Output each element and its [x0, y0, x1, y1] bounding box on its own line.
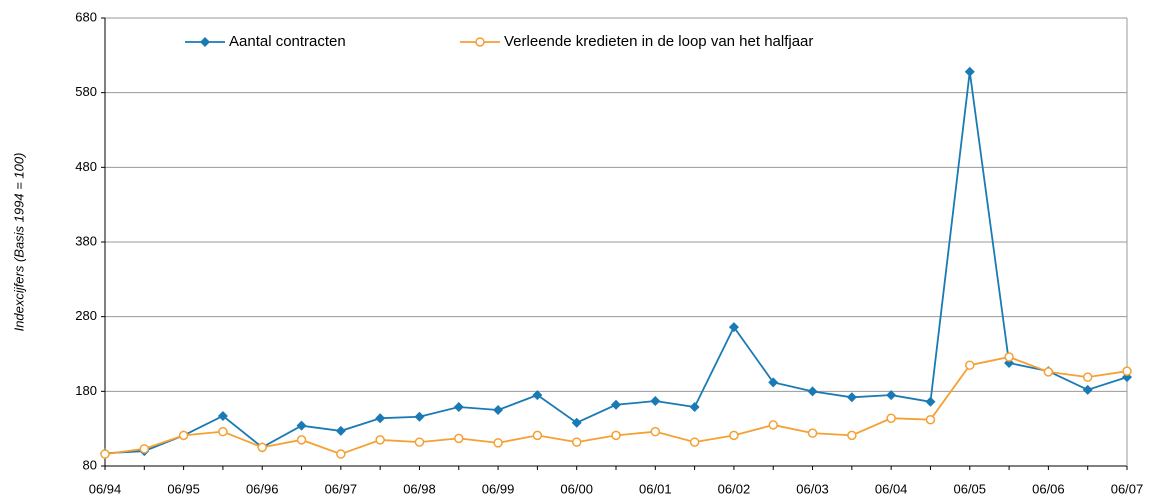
x-tick-label: 06/95 [167, 481, 200, 496]
y-tick-label: 380 [75, 233, 97, 248]
y-tick-label: 480 [75, 159, 97, 174]
data-point [375, 435, 385, 445]
x-tick-label: 06/01 [639, 481, 672, 496]
x-tick-label: 06/04 [875, 481, 908, 496]
data-point [493, 438, 503, 448]
data-point [1082, 384, 1093, 395]
data-point [847, 430, 857, 441]
x-tick-label: 06/96 [246, 481, 279, 496]
data-point [257, 442, 267, 453]
data-point [768, 377, 779, 388]
data-point [493, 405, 504, 415]
data-point [768, 420, 778, 430]
data-point [807, 428, 818, 438]
data-point [296, 435, 307, 445]
data-point [925, 414, 936, 425]
data-point [532, 430, 543, 441]
x-tick-label: 06/99 [482, 481, 515, 496]
data-point [1004, 352, 1014, 362]
y-tick-label: 680 [75, 9, 97, 24]
data-point [965, 360, 975, 370]
y-tick-label: 580 [75, 84, 97, 99]
data-point [454, 433, 464, 444]
legend-marker [475, 37, 485, 47]
data-point [925, 396, 936, 407]
data-point [886, 413, 896, 423]
data-point [1122, 366, 1132, 376]
data-point [611, 430, 621, 441]
series-line [104, 71, 1128, 455]
data-point [100, 449, 110, 459]
x-tick-label: 06/06 [1032, 481, 1065, 496]
data-point [1043, 367, 1054, 377]
data-point [336, 449, 346, 459]
data-point [414, 437, 425, 447]
legend-label: Verleende kredieten in de loop van het h… [504, 33, 813, 50]
data-point [571, 417, 582, 428]
data-point [414, 411, 425, 422]
data-point [375, 413, 386, 424]
data-point [650, 426, 661, 437]
data-point [296, 420, 307, 431]
data-point [335, 425, 346, 436]
data-point [689, 437, 700, 447]
x-tick-label: 06/03 [796, 481, 829, 496]
x-tick-label: 06/98 [403, 481, 436, 496]
y-axis-label: Indexcijfers (Basis 1994 = 100) [11, 153, 26, 332]
legend-label: Aantal contracten [229, 33, 346, 50]
data-point [689, 402, 700, 413]
data-point [650, 396, 661, 407]
x-tick-label: 06/02 [718, 481, 751, 496]
data-point [218, 426, 228, 437]
x-tick-label: 06/97 [325, 481, 358, 496]
y-tick-label: 80 [83, 457, 97, 472]
legend-marker [200, 37, 210, 47]
data-point [1082, 372, 1093, 382]
x-tick-label: 06/05 [953, 481, 986, 496]
data-point [139, 444, 150, 454]
y-tick-label: 180 [75, 383, 97, 398]
data-point [217, 410, 228, 421]
data-point [532, 390, 543, 401]
x-tick-label: 06/94 [89, 481, 122, 496]
data-point [964, 66, 975, 77]
data-point [178, 430, 189, 441]
data-point [571, 437, 582, 447]
data-point [846, 392, 857, 403]
data-point [729, 430, 739, 441]
x-tick-label: 06/07 [1111, 481, 1144, 496]
x-tick-label: 06/00 [560, 481, 593, 496]
data-point [611, 399, 621, 410]
data-point [453, 402, 464, 413]
data-point [728, 322, 739, 333]
data-point [807, 386, 818, 397]
y-tick-label: 280 [75, 308, 97, 323]
data-point [886, 390, 897, 401]
